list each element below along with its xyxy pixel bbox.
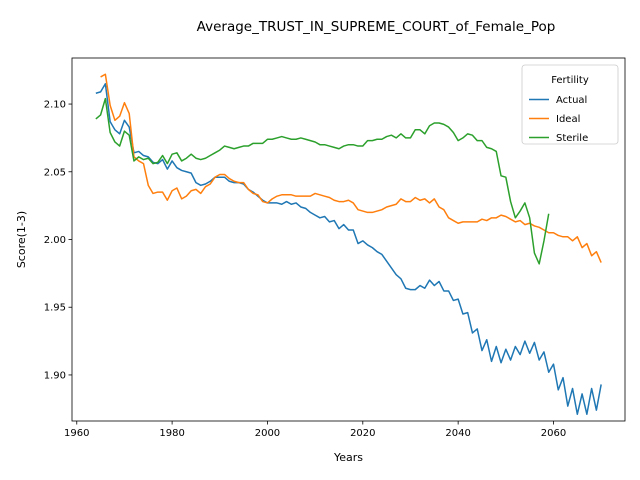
x-tick-label: 2040: [445, 428, 470, 439]
x-tick-label: 2060: [541, 428, 566, 439]
y-tick-label: 2.10: [44, 100, 66, 111]
x-axis-label: Years: [333, 451, 363, 464]
chart-title: Average_TRUST_IN_SUPREME_COURT_of_Female…: [197, 19, 556, 35]
legend-box: [521, 64, 619, 145]
y-tick-label: 1.95: [44, 303, 66, 314]
x-tick-label: 1960: [64, 428, 89, 439]
series-layer: [95, 73, 602, 415]
series-line-actual: [95, 82, 602, 415]
y-tick-label: 1.90: [44, 370, 66, 381]
x-tick-label: 2020: [350, 428, 375, 439]
y-tick-label: 2.00: [44, 235, 66, 246]
x-axis: 1960 1980 2000 2020 2040 2060: [64, 421, 566, 439]
legend-label-ideal: Ideal: [556, 114, 580, 125]
x-tick-label: 1980: [159, 428, 184, 439]
y-axis-label: Score(1-3): [15, 211, 28, 268]
legend-title: Fertility: [551, 75, 589, 86]
x-tick-label: 2000: [255, 428, 280, 439]
y-axis: 1.90 1.95 2.00 2.05 2.10: [44, 100, 72, 381]
legend-label-sterile: Sterile: [556, 133, 588, 144]
series-line-sterile: [95, 97, 550, 265]
legend-entries: Actual Ideal Sterile: [529, 95, 588, 144]
legend: Fertility Actual Ideal Sterile: [521, 64, 619, 145]
y-tick-label: 2.05: [44, 167, 66, 178]
legend-label-actual: Actual: [556, 95, 587, 106]
series-line-ideal: [100, 73, 602, 263]
